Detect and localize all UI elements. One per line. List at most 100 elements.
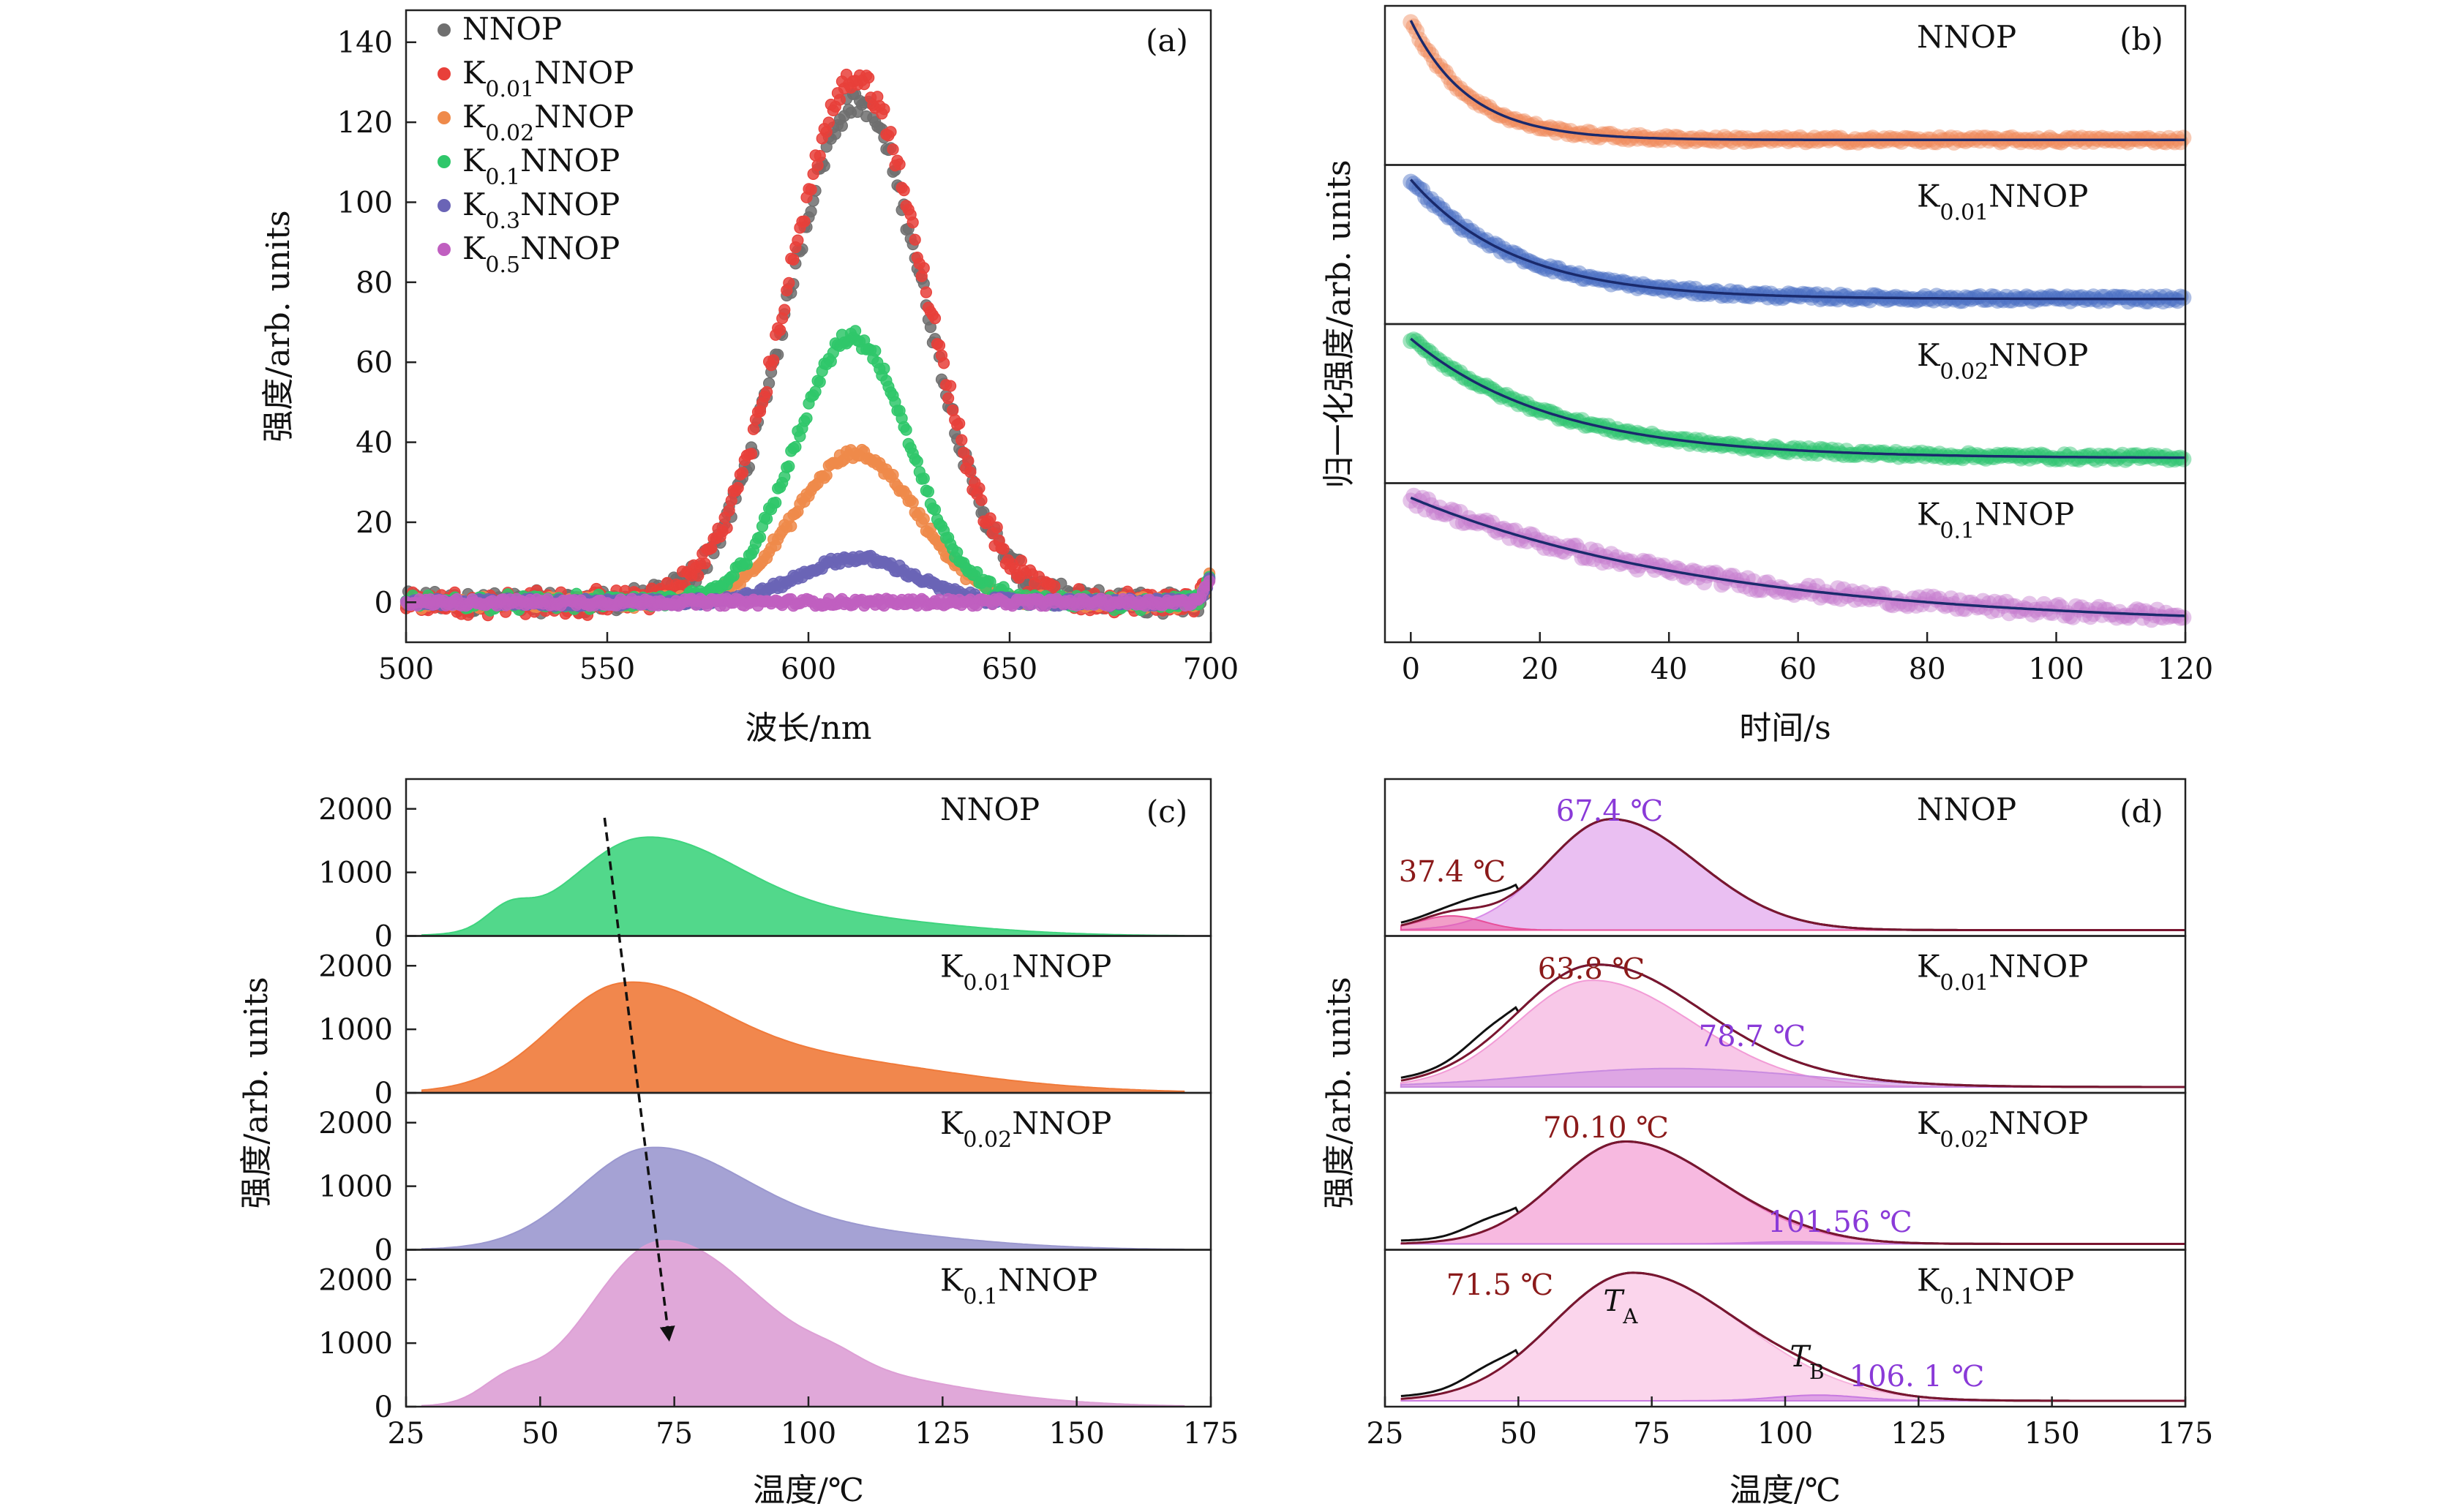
data-point <box>736 467 748 479</box>
data-point <box>1585 129 1602 146</box>
data-point <box>991 521 1003 534</box>
data-point <box>699 557 711 570</box>
y-axis-label: 归一化强度/arb. units <box>1321 159 1358 488</box>
data-point <box>1203 575 1216 587</box>
area-fill <box>421 981 1185 1094</box>
series-label: NNOP <box>940 791 1040 827</box>
data-point <box>787 253 800 266</box>
scatter-points <box>399 68 1216 622</box>
subplot-2: K0.01NNOP <box>1383 164 2192 326</box>
x-tick-label: 125 <box>915 1417 970 1451</box>
data-point <box>863 72 875 84</box>
legend: NNOP K0.01NNOPK0.02NNOPK0.1NNOPK0.3NNOPK0… <box>438 11 634 278</box>
subplot-1: NNOP 67.4 ℃ 37.4 ℃ <box>1383 778 2187 937</box>
data-point <box>893 158 906 170</box>
y-tick-label: 1000 <box>318 1170 393 1204</box>
y-tick-label: 40 <box>356 426 393 460</box>
data-point <box>906 496 919 509</box>
data-point <box>692 569 705 582</box>
data-point <box>723 504 735 517</box>
legend-marker <box>438 111 451 124</box>
peak-b-temp-label: 37.4 ℃ <box>1399 855 1506 889</box>
data-point <box>814 375 826 388</box>
y-tick-label: 2000 <box>318 1263 393 1297</box>
peak-a-area <box>1400 818 2185 931</box>
legend-entry: K0.5NNOP <box>462 230 620 278</box>
y-tick-label: 0 <box>375 1077 393 1110</box>
x-tick-label: 150 <box>1048 1417 1104 1451</box>
data-point <box>898 184 910 197</box>
data-point <box>820 469 833 481</box>
x-axis-label: 时间/s <box>1739 710 1831 747</box>
peak-b-temp-label: 106. 1 ℃ <box>1850 1360 1985 1393</box>
panel-label: (b) <box>2120 21 2163 57</box>
data-point <box>754 531 767 544</box>
peak-a-temp-label: 63.8 ℃ <box>1538 952 1645 986</box>
data-point <box>1550 120 1567 137</box>
x-tick-label: 600 <box>781 652 836 686</box>
data-point <box>944 380 957 392</box>
data-point <box>805 184 817 196</box>
data-point <box>906 217 919 229</box>
data-point <box>785 520 797 533</box>
series-label: NNOP <box>1917 791 2016 827</box>
data-point <box>964 466 977 478</box>
x-tick-label: 650 <box>982 652 1037 686</box>
y-tick-label: 1000 <box>318 1327 393 1361</box>
data-point <box>783 460 795 473</box>
x-tick-label: 50 <box>1500 1417 1537 1451</box>
data-point <box>920 286 933 298</box>
y-tick-label: 20 <box>356 506 393 540</box>
data-point <box>955 434 968 446</box>
data-point <box>725 494 737 507</box>
scatter-points <box>1403 14 2192 151</box>
data-point <box>805 206 817 218</box>
series-label: K0.02NNOP <box>1917 1105 2088 1153</box>
x-tick-label: 100 <box>1757 1417 1813 1451</box>
y-tick-label: 2000 <box>318 793 393 827</box>
data-point <box>917 472 930 485</box>
data-point <box>814 150 826 162</box>
legend-entry: K0.01NNOP <box>462 55 634 102</box>
legend-marker <box>438 155 451 168</box>
y-tick-label: 140 <box>337 26 393 60</box>
panel-label: (c) <box>1146 794 1187 830</box>
x-tick-label: 550 <box>579 652 635 686</box>
x-tick-label: 75 <box>1633 1417 1670 1451</box>
x-tick-label: 175 <box>1183 1417 1239 1451</box>
data-point <box>973 482 985 494</box>
x-tick-label: 25 <box>1367 1417 1404 1451</box>
data-point <box>767 354 780 366</box>
area-fill <box>421 1146 1185 1251</box>
data-point <box>975 494 988 506</box>
legend-entry: K0.02NNOP <box>462 99 634 146</box>
data-point <box>984 512 996 524</box>
x-tick-label: 20 <box>1521 652 1558 686</box>
data-point <box>1577 127 1593 143</box>
data-point <box>1531 120 1547 137</box>
x-tick-label: 125 <box>1891 1417 1946 1451</box>
y-tick-label: 120 <box>337 106 393 140</box>
data-point <box>745 448 758 460</box>
data-point <box>869 345 882 357</box>
data-point <box>1449 80 1465 97</box>
data-point <box>778 304 791 316</box>
x-axis-label: 温度/℃ <box>753 1472 864 1509</box>
data-point <box>849 325 862 337</box>
subplot-4: K0.1NNOP <box>1383 482 2192 644</box>
data-point <box>917 513 930 525</box>
series-label: K0.1NNOP <box>940 1263 1097 1310</box>
data-point <box>937 357 950 369</box>
data-point <box>747 423 760 435</box>
data-point <box>822 116 835 129</box>
data-point <box>953 417 966 430</box>
subplot-1: 0 1000 2000 NNOP <box>318 778 1212 954</box>
peak-b-temp-label: 101.56 ℃ <box>1768 1206 1912 1239</box>
data-point <box>2175 129 2192 146</box>
panel-c: 0 1000 2000 NNOP 0 1000 2000 K0.01NNOP 0 1000 2000… <box>238 778 1239 1509</box>
y-tick-label: 100 <box>337 186 393 219</box>
series-label: K0.1NNOP <box>1917 1263 2074 1310</box>
y-tick-label: 0 <box>375 920 393 954</box>
